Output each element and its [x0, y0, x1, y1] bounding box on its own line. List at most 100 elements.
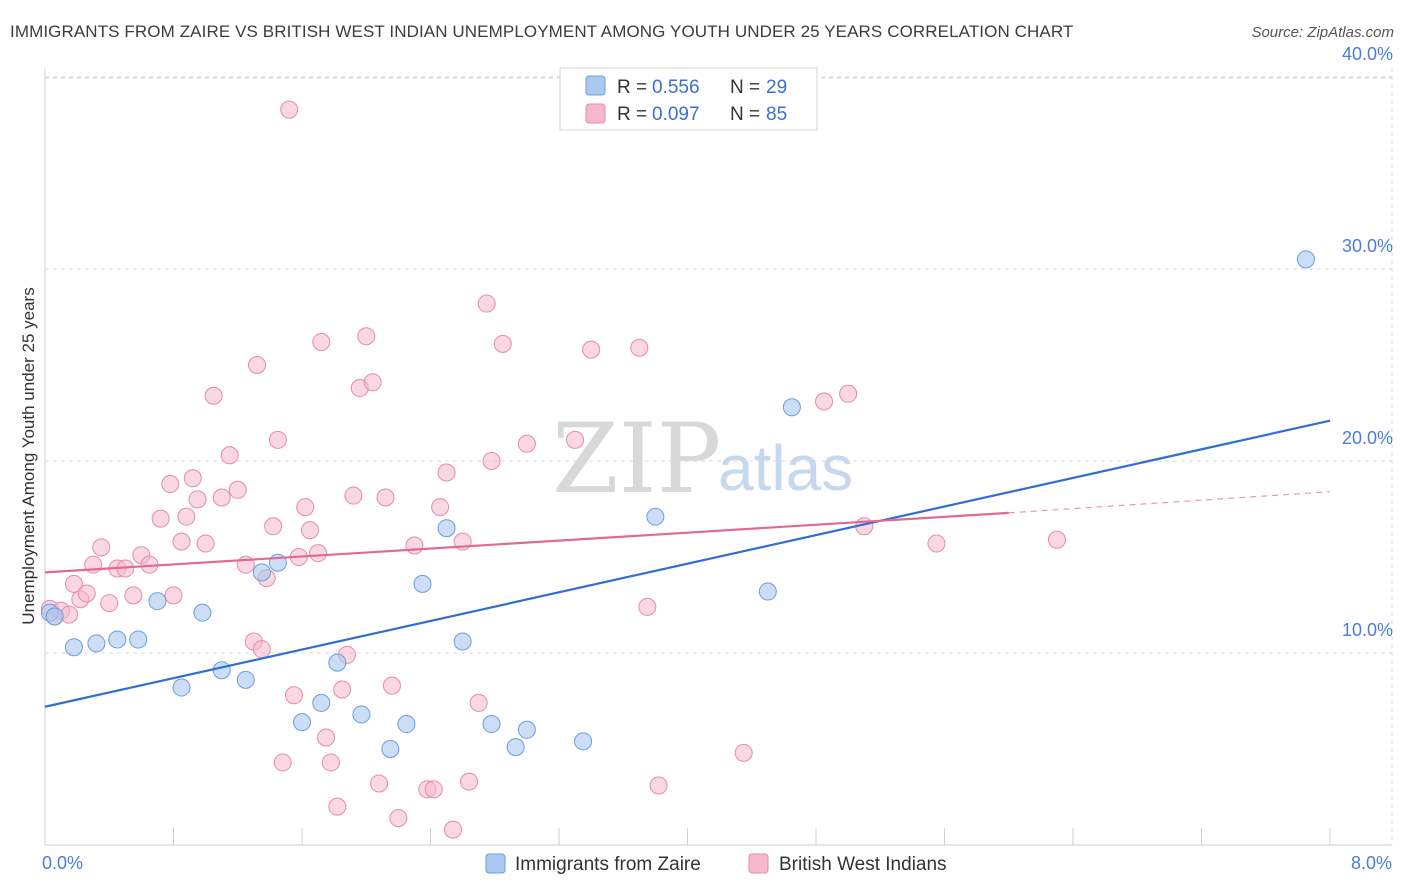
- point-bwi-20: [183, 469, 202, 488]
- point-bwi-32: [264, 517, 283, 536]
- point-zaire-25: [574, 732, 593, 751]
- point-bwi-74: [815, 392, 834, 411]
- point-zaire-9: [212, 661, 231, 680]
- point-bwi-16: [161, 475, 180, 494]
- point-zaire-10: [236, 670, 255, 689]
- point-bwi-19: [177, 507, 196, 526]
- point-bwi-43: [321, 753, 340, 772]
- trend-line-bwi: [44, 511, 1009, 574]
- point-bwi-17: [164, 586, 183, 605]
- point-bwi-73: [734, 743, 753, 762]
- point-zaire-2: [64, 638, 83, 657]
- point-zaire-26: [646, 507, 665, 526]
- point-bwi-50: [363, 373, 382, 392]
- bottom-legend-label-bwi: British West Indians: [779, 854, 947, 875]
- series-immigrants-from-zaire: [40, 250, 1315, 758]
- point-bwi-22: [196, 534, 215, 553]
- point-bwi-70: [630, 338, 649, 357]
- point-zaire-27: [758, 582, 777, 601]
- watermark-atlas: atlas: [718, 432, 853, 504]
- bottom-legend: Immigrants from Zaire British West India…: [485, 853, 947, 875]
- y-tick-label-40: 40.0%: [1342, 44, 1393, 64]
- point-bwi-12: [124, 586, 143, 605]
- point-zaire-19: [413, 574, 432, 593]
- point-zaire-13: [293, 713, 311, 732]
- point-bwi-64: [477, 294, 496, 313]
- point-bwi-35: [280, 100, 299, 119]
- point-bwi-59: [437, 463, 456, 482]
- point-zaire-20: [437, 519, 456, 538]
- point-bwi-77: [927, 534, 946, 553]
- point-bwi-57: [424, 780, 443, 799]
- legend-n-value-2: 85: [766, 104, 787, 125]
- point-bwi-30: [252, 640, 271, 659]
- legend-r-label-2: R =: [617, 104, 647, 125]
- legend-n-value-1: 29: [766, 77, 787, 98]
- point-bwi-66: [493, 334, 512, 353]
- point-bwi-67: [517, 434, 536, 453]
- point-bwi-58: [431, 498, 450, 517]
- point-zaire-29: [1296, 250, 1315, 269]
- legend-swatch-blue: [585, 75, 606, 96]
- point-zaire-3: [87, 634, 106, 653]
- point-zaire-7: [172, 678, 191, 697]
- point-bwi-45: [333, 680, 352, 699]
- point-bwi-29: [248, 356, 267, 374]
- point-bwi-47: [344, 486, 363, 505]
- point-zaire-24: [517, 720, 536, 739]
- legend-n-label-1: N =: [730, 77, 760, 98]
- legend: R = 0.556 N = 29 R = 0.097 N = 85: [559, 67, 818, 131]
- point-bwi-75: [839, 384, 858, 403]
- point-bwi-55: [405, 536, 424, 555]
- x-tick-label-min: 0.0%: [42, 853, 83, 873]
- point-bwi-34: [273, 753, 292, 772]
- point-bwi-39: [301, 521, 320, 540]
- trend-lines: [44, 419, 1331, 708]
- watermark: ZIP atlas: [552, 403, 853, 515]
- point-zaire-11: [252, 563, 271, 582]
- point-bwi-24: [212, 488, 231, 507]
- point-zaire-15: [328, 653, 347, 672]
- y-tick-label-30: 30.0%: [1342, 236, 1393, 256]
- point-zaire-6: [148, 592, 167, 611]
- x-tick-labels: 0.0% 8.0%: [42, 853, 1392, 873]
- point-bwi-9: [100, 594, 119, 613]
- legend-r-value-2: 0.097: [652, 104, 700, 125]
- point-bwi-40: [309, 544, 328, 563]
- point-bwi-6: [77, 584, 96, 603]
- point-bwi-26: [228, 480, 247, 499]
- point-bwi-62: [460, 772, 479, 791]
- point-bwi-72: [649, 776, 668, 795]
- legend-r-value-1: 0.556: [652, 77, 700, 98]
- bottom-legend-label-zaire: Immigrants from Zaire: [515, 854, 701, 875]
- legend-r-label-1: R =: [617, 77, 647, 98]
- point-bwi-52: [376, 488, 395, 507]
- point-zaire-5: [129, 630, 148, 649]
- watermark-zip: ZIP: [552, 403, 721, 515]
- x-ticks: [44, 828, 1331, 845]
- point-bwi-41: [312, 332, 331, 351]
- point-bwi-18: [172, 532, 191, 551]
- point-bwi-33: [268, 430, 287, 449]
- bottom-legend-swatch-blue: [485, 853, 506, 874]
- point-zaire-28: [782, 398, 801, 417]
- point-bwi-23: [204, 386, 223, 405]
- point-bwi-44: [328, 797, 347, 816]
- point-zaire-16: [352, 705, 371, 724]
- point-bwi-78: [1047, 530, 1066, 549]
- point-zaire-23: [506, 738, 525, 757]
- point-bwi-54: [389, 809, 408, 828]
- point-bwi-65: [482, 452, 501, 470]
- point-bwi-25: [220, 446, 239, 465]
- chart-title: IMMIGRANTS FROM ZAIRE VS BRITISH WEST IN…: [10, 22, 1074, 41]
- trend-line-zaire: [44, 419, 1331, 708]
- y-tick-label-20: 20.0%: [1342, 428, 1393, 448]
- point-bwi-36: [284, 686, 303, 705]
- point-zaire-1: [45, 607, 64, 626]
- y-tick-labels: 10.0% 20.0% 30.0% 40.0%: [1342, 44, 1393, 640]
- y-tick-label-10: 10.0%: [1342, 620, 1393, 640]
- point-bwi-21: [188, 490, 207, 509]
- point-zaire-8: [193, 603, 212, 622]
- point-bwi-53: [382, 676, 401, 695]
